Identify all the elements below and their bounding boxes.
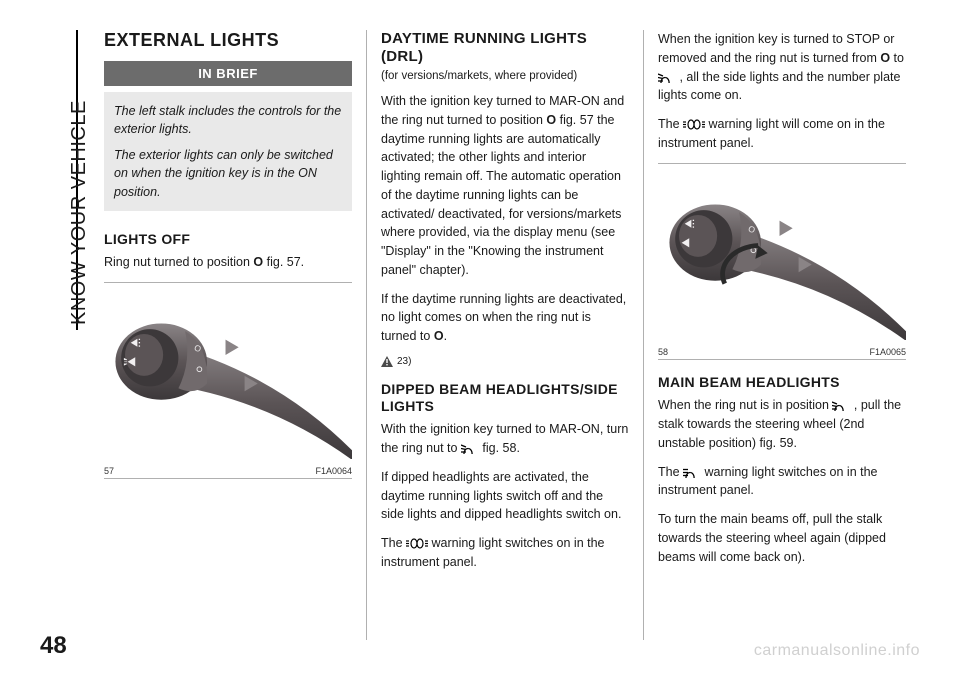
col1-p1: Ring nut turned to position O fig. 57. bbox=[104, 253, 352, 272]
main-beam-icon bbox=[683, 467, 701, 478]
text-bold: O bbox=[546, 113, 556, 127]
text: When the ignition key is turned to STOP … bbox=[658, 32, 894, 65]
text: . bbox=[444, 329, 447, 343]
note-paragraph: The left stalk includes the controls for… bbox=[114, 102, 342, 138]
col2-sub2: DIPPED BEAM HEADLIGHTS/SIDE LIGHTS bbox=[381, 381, 629, 415]
text: The bbox=[658, 465, 683, 479]
text: fig. 57 the daytime running lights are a… bbox=[381, 113, 621, 277]
col3-p5: To turn the main beams off, pull the sta… bbox=[658, 510, 906, 566]
note-box: The left stalk includes the controls for… bbox=[104, 92, 352, 211]
col1-title: EXTERNAL LIGHTS bbox=[104, 30, 352, 51]
sidelight-icon bbox=[683, 119, 705, 130]
text: If the daytime running lights are deacti… bbox=[381, 292, 626, 344]
stalk-illustration: O bbox=[104, 289, 352, 459]
manual-page: KNOW YOUR VEHICLE EXTERNAL LIGHTS IN BRI… bbox=[0, 0, 960, 686]
figure-57: O 57 F1A0064 bbox=[104, 282, 352, 479]
side-tab: KNOW YOUR VEHICLE bbox=[50, 30, 78, 360]
text-bold: O bbox=[434, 329, 444, 343]
warning-icon bbox=[381, 356, 393, 367]
text: The bbox=[658, 117, 683, 131]
page-number: 48 bbox=[40, 632, 67, 660]
sidelight-icon bbox=[406, 538, 428, 549]
text: to bbox=[890, 51, 904, 65]
text-bold: O bbox=[253, 255, 263, 269]
col3-p1: When the ignition key is turned to STOP … bbox=[658, 30, 906, 105]
warning-ref: 23) bbox=[381, 356, 629, 367]
col2-p2: If the daytime running lights are deacti… bbox=[381, 290, 629, 346]
figure-caption: 58 F1A0065 bbox=[658, 345, 906, 357]
col2-p1: With the ignition key turned to MAR-ON a… bbox=[381, 92, 629, 280]
col2-p5: The warning light switches on in the ins… bbox=[381, 534, 629, 572]
text: fig. 58. bbox=[479, 441, 520, 455]
col2-subtext: (for versions/markets, where provided) bbox=[381, 68, 629, 84]
col3-p4: The warning light switches on in the ins… bbox=[658, 463, 906, 501]
in-brief-header: IN BRIEF bbox=[104, 61, 352, 86]
text: , all the side lights and the number pla… bbox=[658, 70, 900, 103]
dipped-beam-icon bbox=[832, 400, 850, 411]
side-tab-text: KNOW YOUR VEHICLE bbox=[68, 100, 91, 325]
fig-code: F1A0064 bbox=[315, 466, 352, 476]
note-paragraph: The exterior lights can only be switched… bbox=[114, 146, 342, 200]
stalk-illustration-rotate: O bbox=[658, 170, 906, 340]
col3-sub: MAIN BEAM HEADLIGHTS bbox=[658, 374, 906, 391]
warn-text: 23) bbox=[397, 356, 411, 367]
text: Ring nut turned to position bbox=[104, 255, 253, 269]
col2-p4: If dipped headlights are activated, the … bbox=[381, 468, 629, 524]
text: The bbox=[381, 536, 406, 550]
column-2: DAYTIME RUNNING LIGHTS (DRL) (for versio… bbox=[366, 30, 643, 640]
column-1: EXTERNAL LIGHTS IN BRIEF The left stalk … bbox=[90, 30, 366, 640]
watermark: carmanualsonline.info bbox=[754, 642, 920, 660]
text: fig. 57. bbox=[263, 255, 304, 269]
col1-sub1: LIGHTS OFF bbox=[104, 231, 352, 248]
column-3: When the ignition key is turned to STOP … bbox=[643, 30, 920, 640]
text-bold: O bbox=[880, 51, 890, 65]
dipped-beam-icon bbox=[461, 443, 479, 454]
col3-p2: The warning light will come on in the in… bbox=[658, 115, 906, 153]
col2-title: DAYTIME RUNNING LIGHTS (DRL) bbox=[381, 30, 629, 66]
figure-caption: 57 F1A0064 bbox=[104, 464, 352, 476]
content-columns: EXTERNAL LIGHTS IN BRIEF The left stalk … bbox=[90, 30, 920, 640]
col3-p3: When the ring nut is in position , pull … bbox=[658, 396, 906, 452]
text: When the ring nut is in position bbox=[658, 398, 832, 412]
fig-num: 57 bbox=[104, 466, 114, 476]
col2-p3: With the ignition key turned to MAR-ON, … bbox=[381, 420, 629, 458]
fig-code: F1A0065 bbox=[869, 347, 906, 357]
dipped-beam-icon bbox=[658, 72, 676, 83]
figure-58: O 58 F1A0065 bbox=[658, 163, 906, 360]
fig-num: 58 bbox=[658, 347, 668, 357]
